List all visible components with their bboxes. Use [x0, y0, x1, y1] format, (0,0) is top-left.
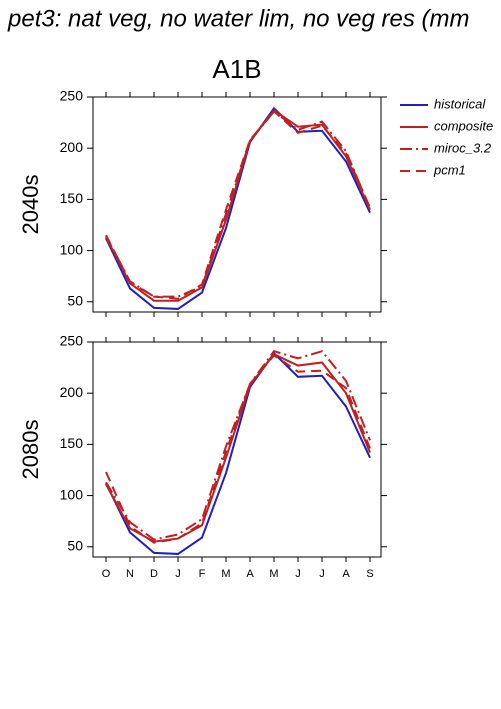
x-tick-label: A	[246, 568, 254, 580]
series-line	[105, 108, 371, 302]
y-tick-label: 250	[60, 333, 84, 349]
y-tick-label: 200	[60, 384, 84, 400]
plot-frame	[92, 96, 382, 313]
series-line	[105, 350, 371, 541]
y-tick-label: 100	[60, 241, 84, 257]
x-tick-label: O	[102, 568, 111, 580]
x-tick-label: J	[319, 568, 325, 580]
row-label: 2040s	[18, 175, 43, 235]
series-line	[105, 353, 371, 543]
panel-title: A1B	[212, 54, 261, 84]
y-tick-label: 100	[60, 486, 84, 502]
x-tick-label: N	[126, 568, 134, 580]
y-tick-label: 150	[60, 435, 84, 451]
x-tick-label: J	[175, 568, 181, 580]
y-tick-label: 50	[67, 537, 83, 553]
y-tick-label: 50	[67, 292, 83, 308]
x-tick-label: S	[366, 568, 373, 580]
series-line	[105, 351, 371, 555]
x-tick-label: J	[295, 568, 301, 580]
x-tick-label: D	[150, 568, 158, 580]
legend-label: pcm1	[433, 162, 466, 177]
plot-frame	[92, 341, 382, 558]
series-line	[105, 109, 371, 300]
row-label: 2080s	[18, 420, 43, 480]
legend-label: miroc_3.2	[434, 140, 492, 155]
x-tick-label: M	[221, 568, 230, 580]
x-tick-label: A	[342, 568, 350, 580]
y-tick-label: 250	[60, 88, 84, 104]
series-line	[105, 109, 371, 298]
page-title: pet3: nat veg, no water lim, no veg res …	[7, 5, 470, 32]
series-line	[105, 353, 371, 544]
x-tick-label: F	[199, 568, 206, 580]
y-tick-label: 150	[60, 190, 84, 206]
legend-label: historical	[434, 96, 486, 111]
legend-label: composite	[434, 118, 493, 133]
series-line	[105, 106, 371, 310]
y-tick-label: 200	[60, 139, 84, 155]
x-tick-label: M	[269, 568, 278, 580]
